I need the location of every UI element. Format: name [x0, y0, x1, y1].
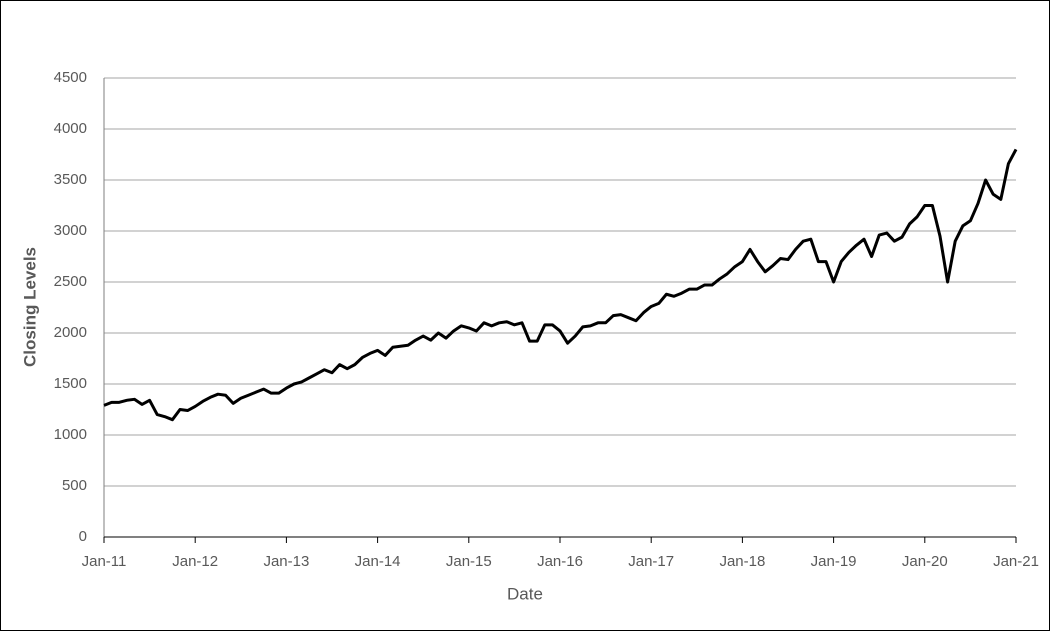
y-tick-label: 3000 — [54, 222, 87, 239]
y-tick-label: 4500 — [54, 69, 87, 86]
y-tick-label: 1000 — [54, 426, 87, 443]
y-tick-label: 3500 — [54, 171, 87, 188]
data-line — [103, 148, 1018, 422]
y-tick-label: 1500 — [54, 375, 87, 392]
y-tick-label: 500 — [62, 477, 87, 494]
x-tick-label: Jan-18 — [719, 553, 765, 570]
x-tick-label: Jan-15 — [446, 553, 492, 570]
x-tick-label: Jan-13 — [263, 553, 309, 570]
y-tick-label: 2000 — [54, 324, 87, 341]
y-axis-title: Closing Levels — [20, 247, 39, 367]
x-tick-label: Jan-17 — [628, 553, 674, 570]
x-tick-label: Jan-11 — [82, 553, 127, 570]
x-tick-label: Jan-21 — [993, 553, 1039, 570]
x-tick-label: Jan-16 — [537, 553, 583, 570]
y-tick-label: 2500 — [54, 273, 87, 290]
x-tick-label: Jan-20 — [902, 553, 948, 570]
x-axis-title: Date — [507, 584, 543, 603]
x-tick-label: Jan-19 — [811, 553, 857, 570]
x-tick-label: Jan-12 — [172, 553, 218, 570]
x-tick-label: Jan-14 — [355, 553, 401, 570]
y-tick-label: 4000 — [54, 120, 87, 137]
y-tick-label: 0 — [79, 528, 87, 545]
